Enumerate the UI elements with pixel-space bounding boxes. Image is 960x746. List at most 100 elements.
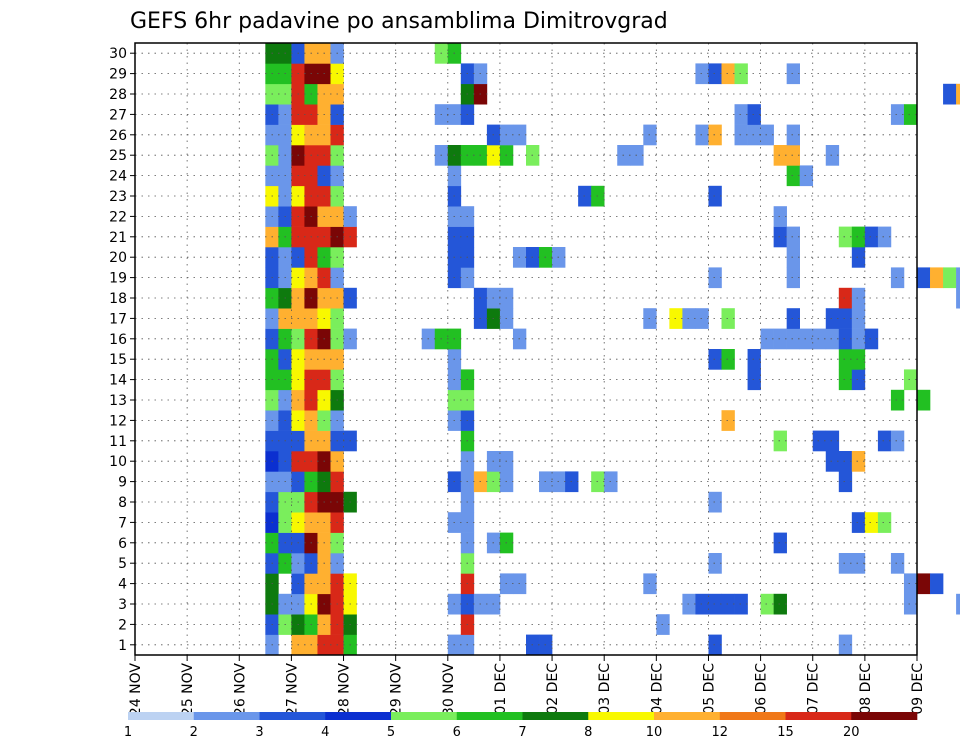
- colorbar-label: 2: [190, 725, 198, 740]
- y-tick-label: 20: [109, 250, 127, 266]
- heatmap-cell: [838, 451, 853, 472]
- heatmap-cell: [708, 267, 722, 289]
- x-tick-label: 24 NOV: [128, 663, 144, 717]
- heatmap-cell: [890, 104, 905, 125]
- colorbar-label: 15: [777, 725, 794, 740]
- x-axis: 24 NOV 25 NOV 26 NOV 27 NOV 28 NOV 29 NOV 30 N…: [128, 655, 926, 716]
- colorbar-swatch: [391, 712, 458, 720]
- colorbar-swatch: [259, 712, 326, 720]
- heatmap-cell: [825, 451, 840, 472]
- x-tick-label: 05 DEC: [701, 663, 717, 715]
- heatmap-cell: [708, 553, 722, 574]
- heatmap-cell: [851, 308, 866, 329]
- heatmap-cell: [773, 532, 787, 554]
- x-tick-label: 07 DEC: [806, 663, 822, 715]
- heatmap-cell: [799, 165, 814, 187]
- y-tick-label: 8: [118, 495, 127, 511]
- colorbar-label: 3: [255, 725, 263, 740]
- y-tick-label: 28: [109, 87, 127, 103]
- heatmap-cell: [943, 83, 957, 105]
- heatmap-cell: [786, 267, 800, 289]
- y-tick-label: 10: [109, 454, 127, 470]
- heatmap-cell: [682, 308, 696, 329]
- plot-frame: [134, 42, 918, 656]
- heatmap-cell: [825, 145, 840, 166]
- heatmap-cell: [930, 267, 944, 289]
- x-tick-label: 03 DEC: [597, 663, 613, 715]
- heatmap-cell: [903, 369, 918, 391]
- heatmap-cell: [838, 308, 853, 329]
- heatmap-cell: [721, 410, 735, 431]
- heatmap-cell: [877, 512, 892, 533]
- gridlines: [134, 43, 918, 655]
- x-tick-label: 09 DEC: [910, 663, 926, 715]
- heatmap-cell: [695, 63, 709, 85]
- colorbar-label: 5: [387, 725, 395, 740]
- heatmap-cell: [786, 247, 800, 268]
- heatmap-cell: [864, 226, 879, 248]
- y-tick-label: 14: [109, 373, 127, 389]
- heatmap-cell: [903, 573, 918, 595]
- colorbar-label: 1: [124, 725, 132, 740]
- heatmap-cell: [890, 267, 905, 289]
- x-tick-label: 08 DEC: [858, 663, 874, 715]
- heatmap-cell: [956, 83, 960, 105]
- heatmap-cell: [799, 328, 814, 350]
- x-tick-label: 28 NOV: [337, 663, 353, 717]
- heatmap-cell: [760, 124, 774, 146]
- y-tick-label: 21: [109, 230, 127, 246]
- heatmap-cell: [786, 165, 800, 187]
- y-tick-label: 29: [109, 67, 127, 83]
- y-tick-label: 12: [109, 413, 127, 429]
- y-tick-label: 13: [109, 393, 127, 409]
- heatmap-cell: [956, 593, 960, 615]
- heatmap-cell: [773, 593, 787, 615]
- heatmap-cell: [943, 267, 957, 289]
- heatmap-cell: [773, 226, 787, 248]
- colorbar-swatch: [128, 712, 195, 720]
- y-tick-label: 1: [118, 638, 127, 654]
- heatmap-cell: [708, 593, 722, 615]
- colorbar-label: 4: [321, 725, 329, 740]
- y-tick-label: 3: [118, 597, 127, 613]
- colorbar: 1 2 3 4 5 6 7 8 10 12 15 20: [124, 712, 918, 740]
- y-tick-label: 22: [109, 209, 127, 225]
- heatmap-cell: [838, 369, 853, 391]
- heatmap-cell: [747, 124, 761, 146]
- y-tick-label: 18: [109, 291, 127, 307]
- heatmap-cell: [851, 247, 866, 268]
- heatmap-cell: [734, 593, 748, 615]
- heatmap-cell: [734, 63, 748, 85]
- heatmap-cell: [773, 145, 787, 166]
- heatmap-cell: [734, 104, 748, 125]
- x-tick-label: 02 DEC: [545, 663, 561, 715]
- colorbar-swatch: [522, 712, 589, 720]
- heatmap-cell: [682, 593, 696, 615]
- heatmap-cell: [708, 491, 722, 513]
- heatmap-cell: [825, 328, 840, 350]
- heatmap-cell: [877, 226, 892, 248]
- heatmap-cell: [890, 389, 905, 411]
- heatmap-cell: [734, 124, 748, 146]
- heatmap-cell: [903, 104, 918, 125]
- heatmap-cell: [838, 287, 853, 309]
- heatmap-cell: [851, 349, 866, 370]
- y-tick-label: 17: [109, 311, 127, 327]
- y-tick-label: 30: [109, 46, 127, 62]
- colorbar-label: 7: [518, 725, 526, 740]
- heatmap-cell: [917, 573, 931, 595]
- heatmap-cell: [747, 349, 761, 370]
- heatmap-cell: [760, 328, 774, 350]
- colorbar-swatch: [654, 712, 721, 720]
- y-tick-label: 2: [118, 617, 127, 633]
- y-tick-label: 15: [109, 352, 127, 368]
- heatmap-cell: [760, 593, 774, 615]
- heatmap-cell: [786, 328, 800, 350]
- heatmap-cell: [721, 308, 735, 329]
- y-tick-label: 5: [118, 556, 127, 572]
- x-tick-label: 01 DEC: [493, 663, 509, 715]
- heatmap-cell: [864, 512, 879, 533]
- colorbar-swatch: [851, 712, 918, 720]
- heatmap-cell: [838, 328, 853, 350]
- chart-title: GEFS 6hr padavine po ansamblima Dimitrov…: [130, 9, 668, 34]
